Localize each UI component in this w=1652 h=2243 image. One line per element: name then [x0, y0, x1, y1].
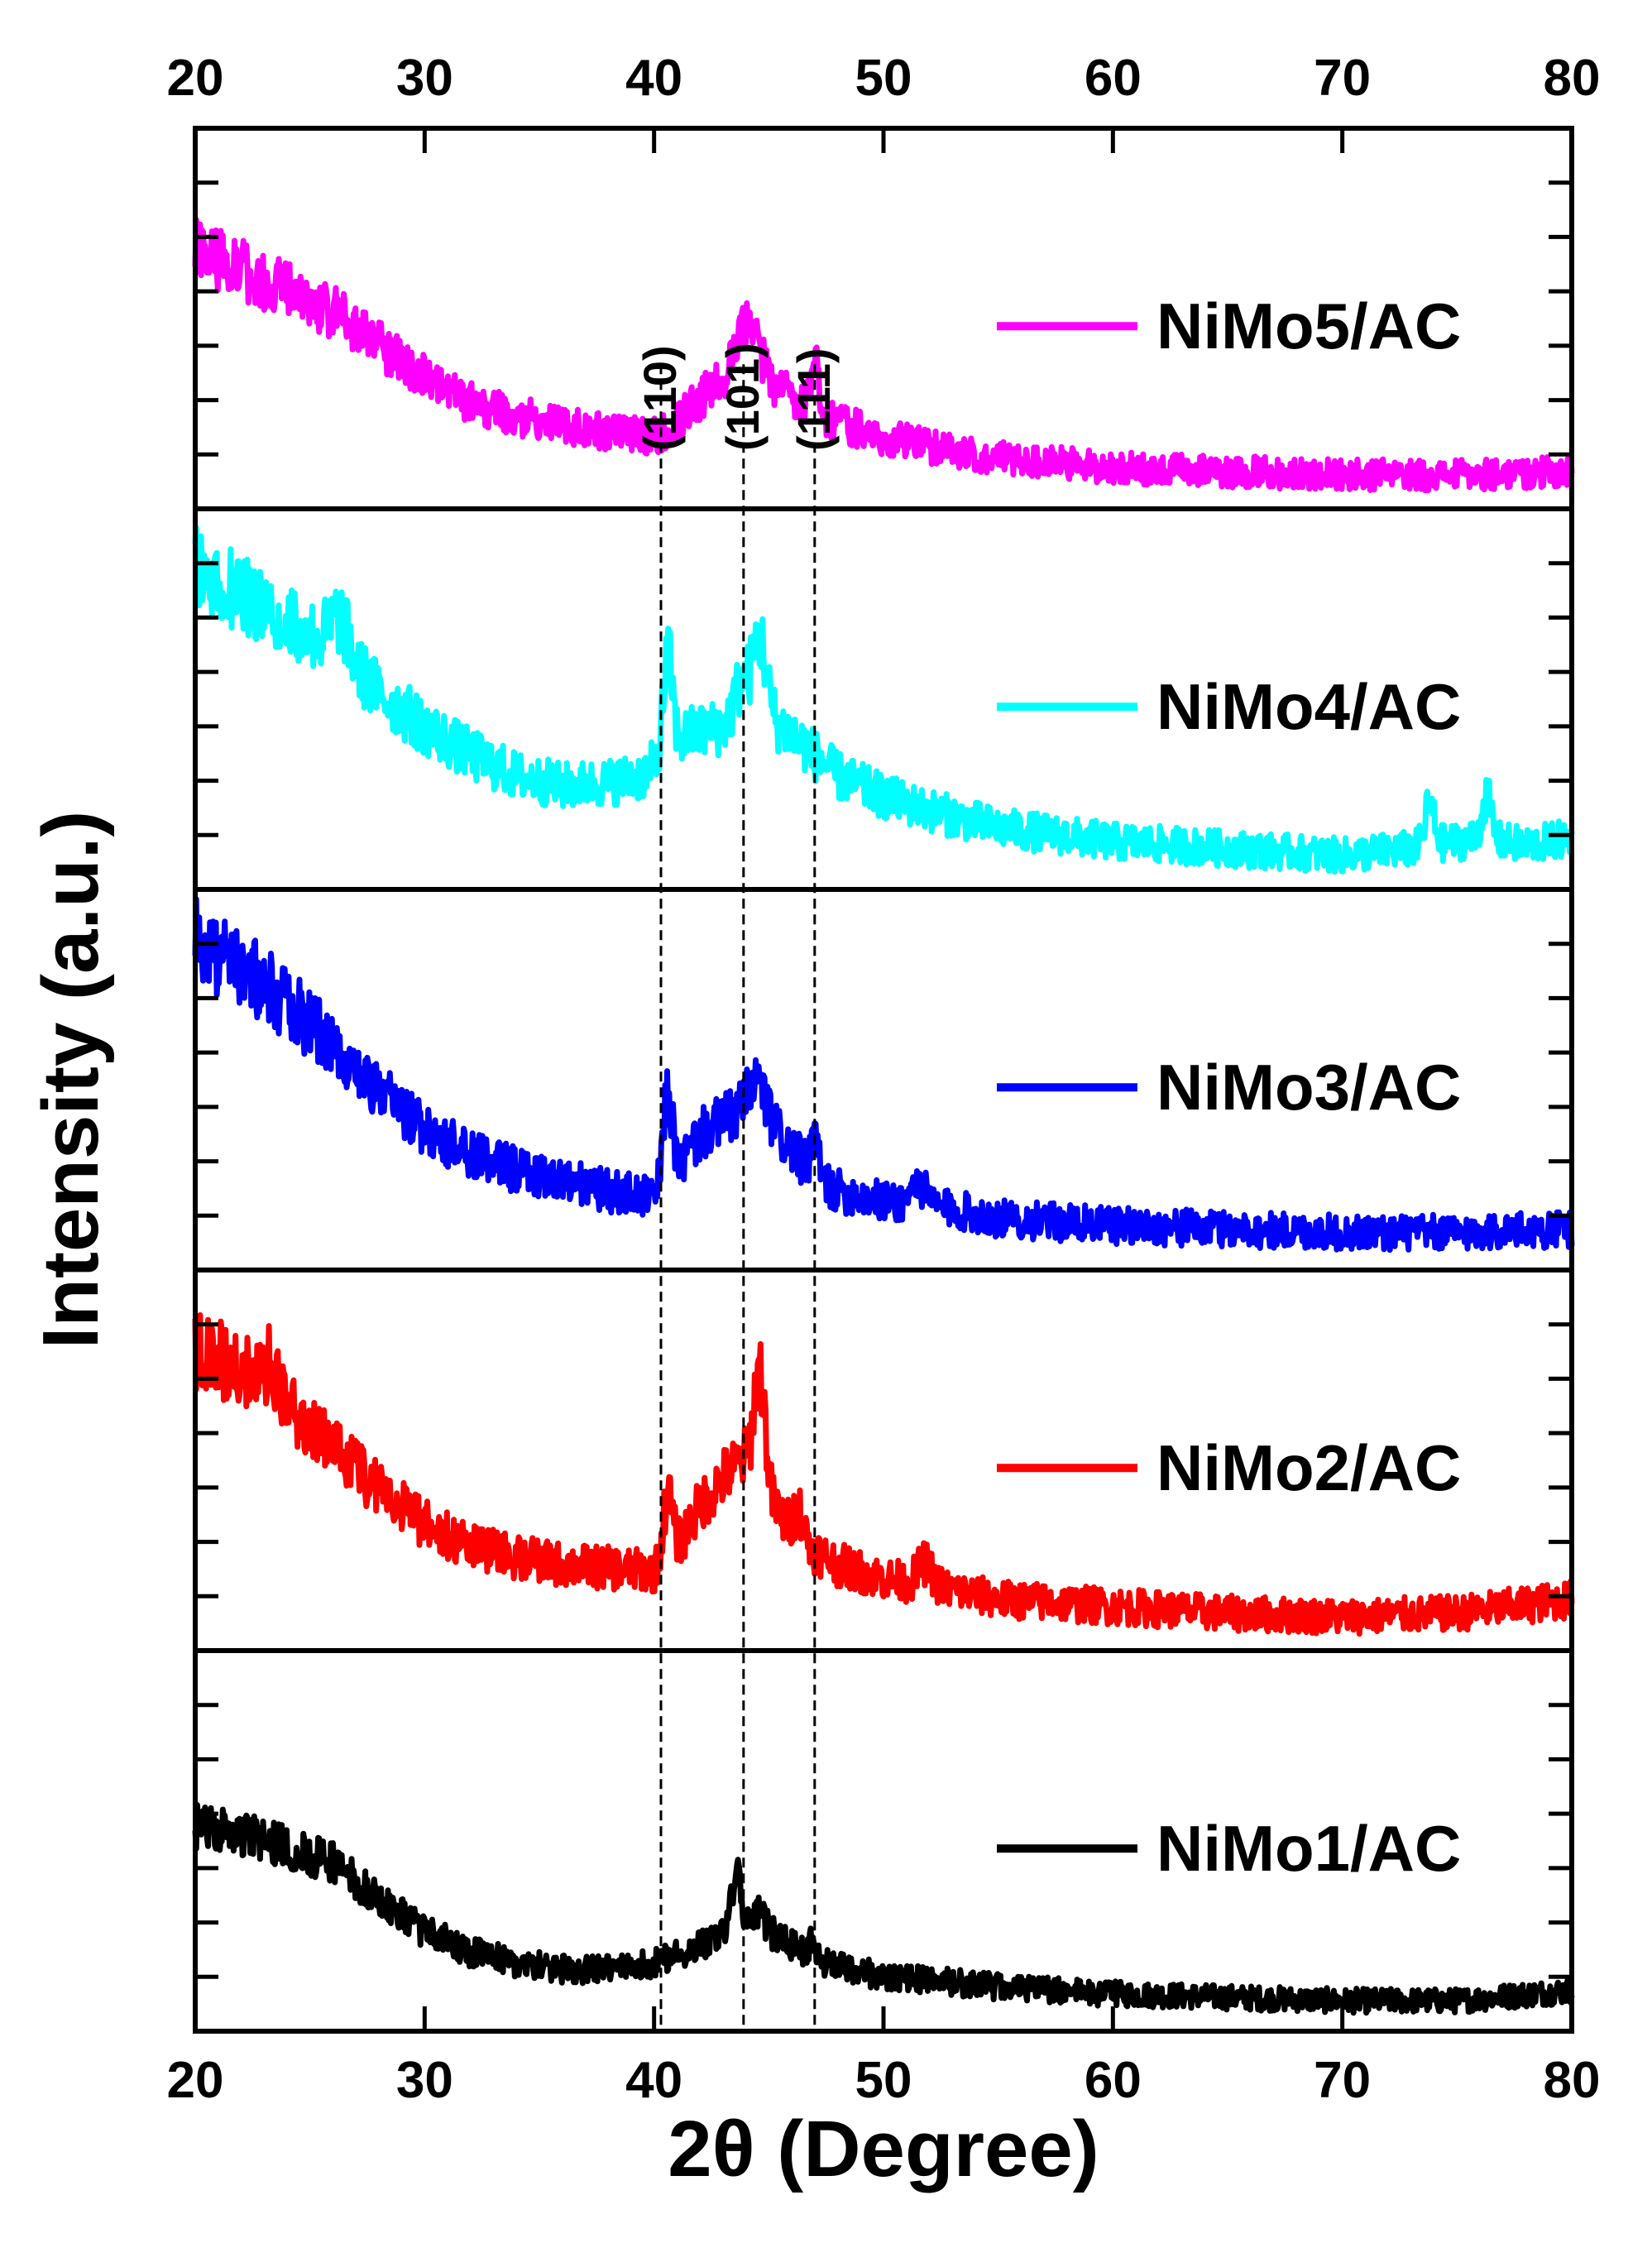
x-tick-label-top: 40	[625, 50, 682, 107]
ticks-layer	[193, 128, 1574, 2031]
peak-label: (110)	[634, 345, 686, 451]
series-line-nimo5-ac	[192, 217, 1575, 494]
tick-labels-layer: 20 20 30 30 40 40 50 50 60 60 70 70 80 80	[167, 50, 1601, 2109]
x-tick-label-top: 20	[167, 50, 224, 107]
peak-label: (101)	[716, 343, 769, 451]
x-tick-label-bottom: 60	[1085, 2052, 1142, 2109]
x-tick-label-top: 80	[1544, 50, 1601, 107]
series-line-nimo4-ac	[192, 525, 1575, 875]
legend-label: NiMo5/AC	[1156, 290, 1461, 362]
legend-layer: NiMo5/AC NiMo4/AC NiMo3/AC NiMo2/AC NiMo1/AC	[997, 290, 1461, 1885]
legend-label: NiMo2/AC	[1156, 1431, 1461, 1504]
series-line-nimo1-ac	[192, 1802, 1575, 2016]
x-tick-label-top: 60	[1085, 50, 1142, 107]
x-tick-label-bottom: 30	[396, 2052, 453, 2109]
x-axis-title: 2θ (Degree)	[668, 2105, 1099, 2193]
legend-label: NiMo4/AC	[1156, 670, 1461, 743]
curves-layer	[192, 217, 1575, 2016]
x-tick-label-bottom: 80	[1544, 2052, 1601, 2109]
peak-labels-layer: (110) (101) (111)	[634, 343, 840, 451]
x-tick-label-top: 70	[1314, 50, 1371, 107]
reference-lines-layer	[659, 364, 816, 2031]
legend-label: NiMo1/AC	[1156, 1812, 1461, 1885]
x-tick-label-bottom: 70	[1314, 2052, 1371, 2109]
x-tick-label-bottom: 20	[167, 2052, 224, 2109]
y-axis-title: Intensity (a.u.)	[26, 811, 115, 1349]
series-line-nimo3-ac	[192, 896, 1575, 1253]
peak-label: (111)	[788, 347, 840, 451]
x-tick-label-bottom: 40	[625, 2052, 682, 2109]
x-tick-label-bottom: 50	[855, 2052, 912, 2109]
x-tick-label-top: 50	[855, 50, 912, 107]
series-line-nimo2-ac	[192, 1312, 1575, 1637]
x-tick-label-top: 30	[396, 50, 453, 107]
legend-label: NiMo3/AC	[1156, 1051, 1461, 1124]
